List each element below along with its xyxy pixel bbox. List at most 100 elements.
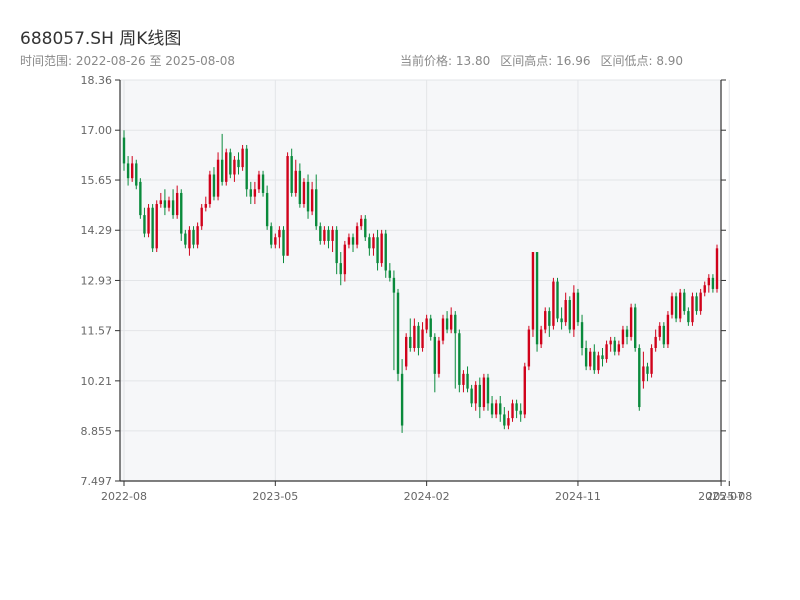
candle-body xyxy=(605,344,608,360)
candle-body xyxy=(196,226,199,245)
candle-body xyxy=(335,229,338,264)
candle-body xyxy=(556,281,559,319)
candle-body xyxy=(315,189,318,227)
candle-body xyxy=(396,292,400,374)
candle-body xyxy=(204,204,207,208)
candle-body xyxy=(327,229,330,241)
candle-body xyxy=(323,229,326,241)
range-high-value: 16.96 xyxy=(556,54,591,68)
candle-body xyxy=(449,314,453,330)
range-start: 2022-08-26 xyxy=(75,54,146,68)
candle-body xyxy=(143,215,146,234)
candle-body xyxy=(662,325,666,345)
y-tick-label: 8.855 xyxy=(81,425,113,438)
candle-body xyxy=(302,181,306,205)
candle-body xyxy=(470,388,473,404)
candle-body xyxy=(425,318,428,330)
candle-body xyxy=(409,336,412,348)
candle-body xyxy=(380,233,383,264)
candle-body xyxy=(572,292,576,330)
candle-body xyxy=(421,329,424,348)
candle-body xyxy=(625,329,629,337)
candle-body xyxy=(638,347,641,408)
candles xyxy=(122,130,719,433)
candle-body xyxy=(609,340,612,345)
x-tick-label: 2022-08 xyxy=(101,490,147,503)
candle-body xyxy=(707,277,711,286)
candle-body xyxy=(580,322,584,348)
candle-body xyxy=(650,347,653,374)
candle-body xyxy=(617,344,621,352)
candle-body xyxy=(400,373,404,426)
candle-body xyxy=(347,237,351,245)
candle-body xyxy=(245,148,248,190)
candle-body xyxy=(249,189,252,197)
y-tick-label: 12.93 xyxy=(81,274,113,287)
candle-body xyxy=(310,189,314,212)
axes: 18.36 17.00 15.65 14.29 12.93 11.57 10.21 8.855… xyxy=(81,74,753,503)
candle-body xyxy=(237,159,240,168)
candle-body xyxy=(135,163,138,186)
candle-body xyxy=(208,174,212,205)
candle-body xyxy=(621,329,625,345)
candle-body xyxy=(560,318,563,323)
candle-body xyxy=(343,244,347,275)
candle-body xyxy=(666,314,670,345)
candle-body xyxy=(290,156,293,193)
candle-body xyxy=(229,152,232,175)
candle-body xyxy=(355,226,359,245)
candle-body xyxy=(192,229,195,245)
candle-body xyxy=(216,159,220,197)
candle-body xyxy=(167,200,171,208)
candle-body xyxy=(629,307,633,337)
candle-body xyxy=(298,170,302,205)
candle-body xyxy=(507,418,510,426)
candle-body xyxy=(593,351,596,371)
candle-body xyxy=(503,414,506,426)
candle-body xyxy=(147,207,150,234)
x-tick-label: 2023-05 xyxy=(252,490,298,503)
y-tick-label: 7.497 xyxy=(81,475,113,488)
candle-body xyxy=(286,156,289,256)
candle-body xyxy=(527,329,531,367)
candle-body xyxy=(339,263,342,275)
current-price-label: 当前价格: xyxy=(400,54,453,68)
candle-body xyxy=(126,163,130,179)
range-sep: 至 xyxy=(149,54,162,68)
y-tick-label: 15.65 xyxy=(81,174,113,187)
candle-body xyxy=(433,336,437,374)
candle-body xyxy=(535,252,539,345)
candle-body xyxy=(519,410,522,415)
candle-body xyxy=(163,200,167,208)
y-tick-label: 17.00 xyxy=(81,124,113,137)
candle-body xyxy=(458,333,461,385)
candle-body xyxy=(687,311,690,323)
y-tick-label: 10.21 xyxy=(81,375,113,388)
candle-body xyxy=(695,296,698,312)
x-tick-label: 2025-08 xyxy=(706,490,752,503)
candle-body xyxy=(511,403,514,419)
candle-body xyxy=(445,318,449,330)
candle-body xyxy=(494,403,498,415)
candle-body xyxy=(319,226,322,241)
candle-body xyxy=(429,318,432,337)
candle-body xyxy=(613,340,616,352)
candle-body xyxy=(490,403,494,415)
candle-body xyxy=(670,296,674,315)
date-range: 时间范围: 2022-08-26 至 2025-08-08 xyxy=(20,52,235,69)
candle-body xyxy=(188,229,191,249)
candle-body xyxy=(220,159,224,182)
candle-body xyxy=(351,237,355,245)
candle-body xyxy=(441,318,445,341)
y-tick-label: 14.29 xyxy=(81,224,113,237)
candle-body xyxy=(474,384,477,404)
candle-body xyxy=(384,233,387,271)
candle-body xyxy=(130,163,134,179)
candle-body xyxy=(331,229,334,241)
current-price-value: 13.80 xyxy=(455,54,491,68)
candle-body xyxy=(294,170,297,193)
candle-body xyxy=(437,340,441,374)
candle-body xyxy=(478,384,481,408)
candle-body xyxy=(306,181,310,212)
candle-body xyxy=(654,336,657,348)
